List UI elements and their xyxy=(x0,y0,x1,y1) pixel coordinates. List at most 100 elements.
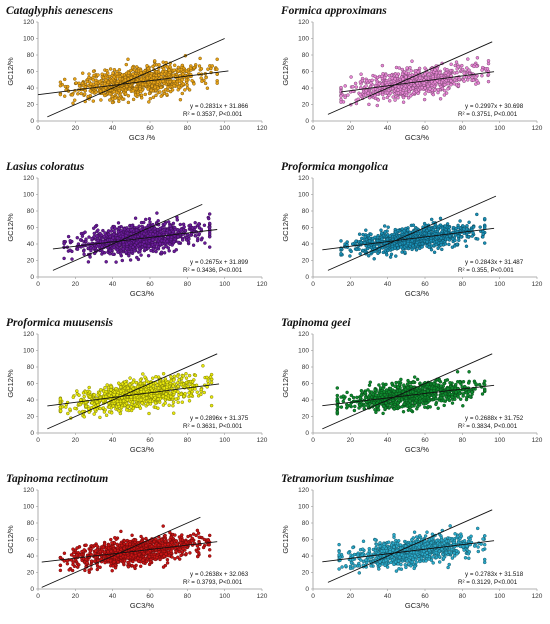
scatter-point xyxy=(215,67,219,72)
scatter-point xyxy=(396,85,401,89)
scatter-point xyxy=(121,399,126,403)
scatter-point xyxy=(193,225,198,230)
scatter-point xyxy=(189,393,193,398)
scatter-point xyxy=(160,69,165,74)
scatter-point xyxy=(171,400,176,405)
scatter-point xyxy=(411,223,416,227)
scatter-point xyxy=(403,250,407,254)
scatter-point xyxy=(125,231,130,236)
scatter-point xyxy=(204,75,208,80)
scatter-point xyxy=(116,221,121,225)
scatter-point xyxy=(354,85,359,89)
scatter-point xyxy=(115,399,120,404)
scatter-point xyxy=(199,67,204,71)
scatter-point xyxy=(161,60,165,64)
x-tick-label: 20 xyxy=(72,125,80,132)
scatter-point xyxy=(364,79,369,83)
scatter-point xyxy=(449,62,453,67)
y-tick-label: 40 xyxy=(27,241,35,248)
scatter-point xyxy=(129,405,133,409)
x-axis-label: GC3/% xyxy=(130,445,155,454)
scatter-point xyxy=(151,232,155,236)
scatter-point xyxy=(78,238,83,242)
scatter-point xyxy=(104,78,108,83)
scatter-point xyxy=(109,385,113,389)
regression-stats: R² = 0.3436, P<0.001 xyxy=(183,267,243,274)
scatter-point xyxy=(207,232,212,236)
scatter-point xyxy=(128,376,132,380)
scatter-point xyxy=(161,246,166,250)
scatter-point xyxy=(431,92,436,97)
scatter-point xyxy=(190,226,195,230)
scatter-point xyxy=(466,234,471,239)
x-tick-label: 80 xyxy=(459,281,467,288)
scatter-point xyxy=(88,394,92,399)
scatter-point xyxy=(74,81,78,85)
scatter-point xyxy=(486,79,491,84)
scatter-point xyxy=(345,243,349,247)
scatter-point xyxy=(448,234,452,238)
scatter-point xyxy=(73,77,77,81)
x-tick-label: 120 xyxy=(257,281,268,288)
chart-title: Tapinoma geei xyxy=(281,317,351,329)
x-tick-label: 100 xyxy=(219,125,230,132)
y-tick-label: 80 xyxy=(302,364,310,371)
scatter-point xyxy=(450,237,455,241)
scatter-point xyxy=(206,67,210,71)
scatter-point xyxy=(456,234,461,238)
scatter-point xyxy=(143,92,148,97)
scatter-point xyxy=(427,245,431,250)
chart-title: Proformica muusensis xyxy=(6,317,114,329)
scatter-point xyxy=(427,226,431,231)
scatter-point xyxy=(90,236,94,241)
scatter-point xyxy=(84,404,88,409)
scatter-point xyxy=(389,252,394,257)
scatter-point xyxy=(152,59,157,63)
x-tick-label: 20 xyxy=(347,281,355,288)
scatter-point xyxy=(409,79,413,83)
scatter-points xyxy=(339,56,491,108)
x-axis-label: GC3/% xyxy=(405,445,430,454)
regression-equation: y = 0.2843x + 31.487 xyxy=(465,259,524,266)
scatter-point xyxy=(105,68,109,73)
scatter-point xyxy=(91,226,96,231)
scatter-point xyxy=(80,81,85,85)
scatter-point xyxy=(156,406,160,411)
scatter-point xyxy=(65,84,70,89)
scatter-point xyxy=(343,84,347,88)
scatter-point xyxy=(103,385,107,390)
chart-title: Proformica mongolica xyxy=(281,161,388,173)
scatter-point xyxy=(137,224,141,228)
scatter-point xyxy=(153,85,157,90)
scatter-point xyxy=(96,228,100,232)
scatter-point xyxy=(385,237,390,242)
scatter-point xyxy=(457,77,461,82)
scatter-point xyxy=(439,243,443,247)
scatter-point xyxy=(414,242,418,247)
scatter-point xyxy=(80,234,85,238)
x-tick-label: 40 xyxy=(109,281,117,288)
scatter-point xyxy=(141,394,146,399)
scatter-point xyxy=(195,390,200,394)
scatter-point xyxy=(146,87,150,91)
scatter-point xyxy=(129,68,133,73)
scatter-point xyxy=(461,394,465,398)
scatter-point xyxy=(151,95,156,100)
scatter-point xyxy=(380,82,385,86)
scatter-point xyxy=(124,401,129,406)
scatter-point xyxy=(453,233,458,237)
scatter-point xyxy=(425,240,429,244)
scatter-point xyxy=(161,381,166,385)
scatter-point xyxy=(155,242,160,247)
scatter-point xyxy=(62,241,66,246)
scatter-point xyxy=(475,56,480,60)
scatter-point xyxy=(140,401,144,405)
y-tick-label: 0 xyxy=(30,274,34,281)
x-tick-label: 20 xyxy=(347,125,355,132)
scatter-point xyxy=(404,93,409,98)
scatter-point xyxy=(117,96,122,101)
scatter-point xyxy=(176,400,180,405)
scatter-point xyxy=(202,223,207,228)
scatter-point xyxy=(109,78,114,83)
scatter-point xyxy=(390,76,394,80)
